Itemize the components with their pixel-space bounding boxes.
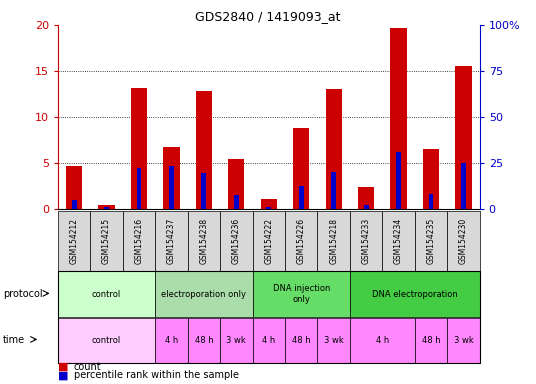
Text: GSM154234: GSM154234 xyxy=(394,218,403,264)
Bar xyxy=(196,91,212,209)
Text: DNA injection
only: DNA injection only xyxy=(273,285,330,304)
Text: 4 h: 4 h xyxy=(262,336,276,345)
Text: GSM154230: GSM154230 xyxy=(459,218,468,264)
Bar xyxy=(234,195,239,209)
Text: 48 h: 48 h xyxy=(292,336,310,345)
Bar xyxy=(228,159,244,209)
Text: 48 h: 48 h xyxy=(422,336,441,345)
Text: GSM154236: GSM154236 xyxy=(232,218,241,264)
Text: electroporation only: electroporation only xyxy=(161,290,247,299)
Text: percentile rank within the sample: percentile rank within the sample xyxy=(74,370,239,380)
Bar xyxy=(163,147,180,209)
Text: ■: ■ xyxy=(58,362,69,372)
Bar xyxy=(364,205,369,209)
Bar xyxy=(461,163,466,209)
Bar xyxy=(169,166,174,209)
Bar xyxy=(423,149,439,209)
Bar xyxy=(104,207,109,209)
Text: 4 h: 4 h xyxy=(376,336,389,345)
Text: protocol: protocol xyxy=(3,289,42,299)
Text: GSM154233: GSM154233 xyxy=(362,218,371,264)
Text: control: control xyxy=(92,290,121,299)
Bar xyxy=(293,128,309,209)
Text: 4 h: 4 h xyxy=(165,336,178,345)
Bar xyxy=(358,187,374,209)
Text: count: count xyxy=(74,362,102,372)
Bar xyxy=(299,186,304,209)
Text: GSM154235: GSM154235 xyxy=(427,218,436,264)
Text: GSM154216: GSM154216 xyxy=(135,218,144,264)
Text: time: time xyxy=(3,335,25,345)
Bar xyxy=(325,89,342,209)
Bar xyxy=(391,28,407,209)
Bar xyxy=(202,173,206,209)
Bar xyxy=(260,199,277,209)
Bar xyxy=(429,194,434,209)
Bar xyxy=(99,205,115,209)
Text: ■: ■ xyxy=(58,370,69,380)
Text: 3 wk: 3 wk xyxy=(227,336,246,345)
Text: 48 h: 48 h xyxy=(195,336,213,345)
Text: GSM154226: GSM154226 xyxy=(297,218,306,264)
Text: GSM154238: GSM154238 xyxy=(199,218,209,264)
Text: GDS2840 / 1419093_at: GDS2840 / 1419093_at xyxy=(195,10,341,23)
Text: GSM154222: GSM154222 xyxy=(264,218,273,264)
Bar xyxy=(266,207,271,209)
Bar xyxy=(72,200,77,209)
Text: GSM154237: GSM154237 xyxy=(167,218,176,264)
Text: control: control xyxy=(92,336,121,345)
Text: DNA electroporation: DNA electroporation xyxy=(372,290,458,299)
Text: 3 wk: 3 wk xyxy=(324,336,344,345)
Bar xyxy=(331,172,336,209)
Text: GSM154215: GSM154215 xyxy=(102,218,111,264)
Bar xyxy=(456,66,472,209)
Bar xyxy=(396,152,401,209)
Bar xyxy=(66,166,82,209)
Bar xyxy=(137,168,142,209)
Text: GSM154212: GSM154212 xyxy=(70,218,79,264)
Text: 3 wk: 3 wk xyxy=(453,336,473,345)
Text: GSM154218: GSM154218 xyxy=(329,218,338,264)
Bar xyxy=(131,88,147,209)
